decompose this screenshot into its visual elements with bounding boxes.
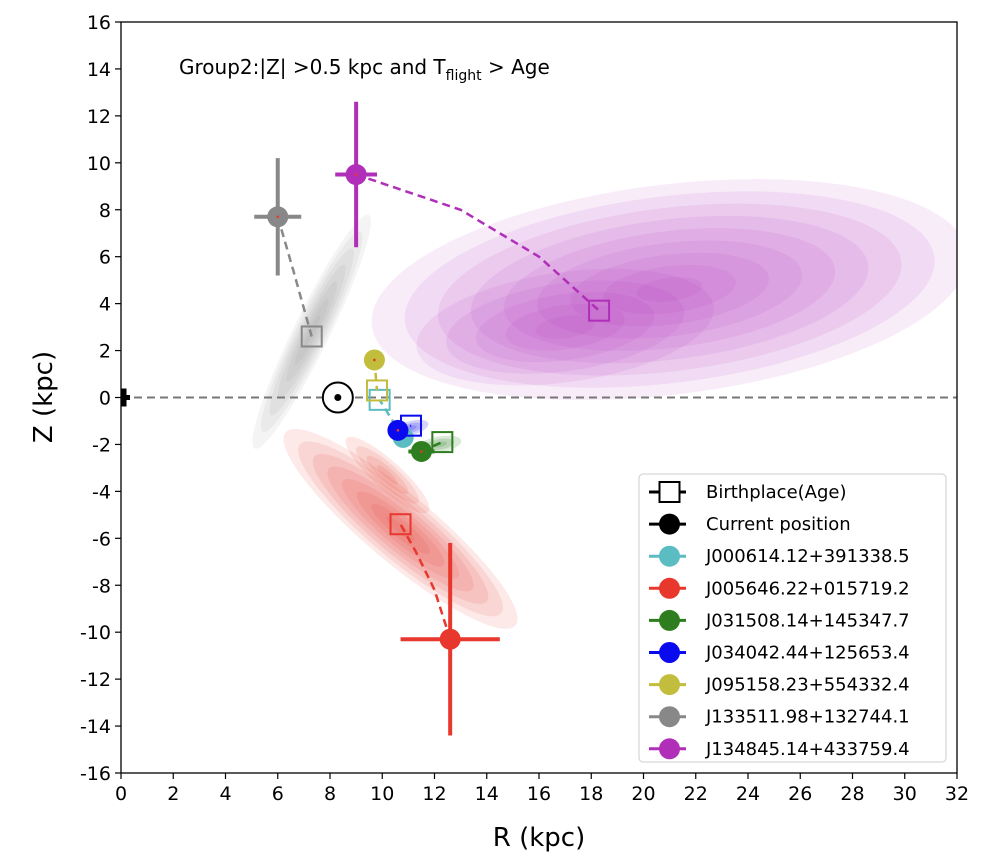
y-tick-label: 2 [99,341,111,363]
trajectory-line [399,523,452,640]
legend-circle-marker [659,674,680,696]
y-tick-label: 6 [99,247,111,269]
x-tick-label: 20 [631,783,655,805]
legend-label: J000614.12+391338.5 [705,546,910,567]
legend-entry: J133511.98+132744.1 [649,706,910,728]
x-tick-label: 6 [272,783,284,805]
x-tick-label: 8 [324,783,336,805]
gray-density [252,214,371,449]
x-tick-label: 0 [115,783,127,805]
x-tick-label: 22 [684,783,708,805]
legend-label: J031508.14+145347.7 [705,610,910,631]
x-tick-label: 24 [736,783,760,805]
x-tick-label: 16 [527,783,551,805]
legend-entry: J005646.22+015719.2 [649,577,910,599]
y-tick-label: -12 [80,669,111,691]
legend-label: J034042.44+125653.4 [705,643,910,664]
density-contours [252,179,957,629]
legend-circle-marker [659,545,680,567]
x-tick-label: 4 [219,783,231,805]
legend-circle-marker [659,577,680,599]
y-tick-label: 16 [87,12,111,34]
series-5 [363,349,389,402]
y-tick-label: -2 [92,434,111,456]
current-position-center [420,450,423,453]
series-6 [254,158,323,348]
legend-circle-marker [659,513,680,535]
legend-circle-marker [659,609,680,631]
current-position-center [276,215,280,219]
y-tick-label: -6 [92,528,111,550]
x-tick-label: 10 [370,783,394,805]
series-2 [389,513,500,736]
series-4 [387,414,422,441]
y-tick-label: -14 [80,716,111,738]
legend-entry: J000614.12+391338.5 [649,545,910,567]
x-tick-label: 14 [475,783,499,805]
series-1 [368,388,414,448]
y-tick-label: -10 [80,622,111,644]
y-tick-label: -8 [92,575,111,597]
axes: 0 2 4 6 8 10 12 14 16 18 20 22 24 26 28 30 32-16-14-12-1… [80,12,969,805]
legend-label: J134845.14+433759.4 [705,739,910,760]
x-tick-label: 28 [840,783,864,805]
birthplace-marker [366,379,389,402]
plot-layer [121,101,957,736]
x-axis-label: R (kpc) [493,823,585,853]
birthplace-marker [389,513,412,536]
legend-entry: J095158.23+554332.4 [649,674,910,696]
legend-square-marker [658,481,681,503]
birthplace-marker [431,431,454,454]
legend-entry: Birthplace(Age) [649,481,847,503]
legend-circle-marker [659,738,680,760]
chart-title: Group2:|Z| >0.5 kpc and Tflight > Age [179,55,550,84]
legend: Birthplace(Age) Current position J000614.1… [638,473,947,763]
y-tick-label: -16 [80,763,111,785]
legend-entry: J031508.14+145347.7 [649,609,910,631]
magenta-density-core [416,268,714,386]
current-position-center [448,637,452,641]
legend-label: Birthplace(Age) [706,482,847,503]
current-position-center [354,173,358,176]
y-tick-label: 10 [87,153,111,175]
legend-entry: J034042.44+125653.4 [649,642,910,664]
legend-circle-marker [659,706,680,728]
y-axis-label: Z (kpc) [29,351,59,443]
birthplace-marker [588,299,611,322]
legend-entry: Current position [649,513,851,535]
current-position-center [396,429,400,432]
series-7 [335,101,611,322]
x-tick-label: 12 [422,783,446,805]
sun-symbol-dot [334,394,342,401]
x-tick-label: 26 [788,783,812,805]
x-tick-label: 32 [945,783,969,805]
series-3 [408,431,454,462]
y-tick-label: 8 [99,200,111,222]
legend-label: Current position [706,514,851,535]
y-tick-label: 4 [99,294,111,316]
x-tick-label: 18 [579,783,603,805]
trajectory-line [276,216,313,337]
legend-box [638,473,947,763]
birthplace-marker [300,325,323,348]
y-tick-label: 12 [87,106,111,128]
x-tick-label: 30 [893,783,917,805]
y-tick-label: -4 [92,481,111,503]
x-tick-label: 2 [167,783,179,805]
y-tick-label: 0 [99,388,111,410]
legend-label: J095158.23+554332.4 [705,675,910,696]
legend-entry: J134845.14+433759.4 [649,738,910,760]
legend-circle-marker [659,642,680,663]
magenta-density [371,179,957,400]
red-density-core [345,436,430,514]
legend-label: J133511.98+132744.1 [705,707,910,728]
y-tick-label: 14 [87,59,111,81]
trajectory-line [355,173,600,312]
current-position-center [373,358,376,362]
legend-label: J005646.22+015719.2 [705,578,910,599]
